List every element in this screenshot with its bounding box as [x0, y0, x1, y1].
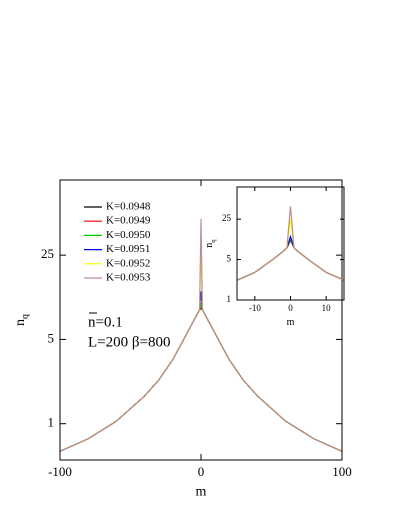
- legend-label: K=0.0948: [106, 201, 151, 213]
- y-tick-label: 1: [227, 294, 232, 304]
- series-line: [60, 218, 342, 452]
- annotation: L=200 β=800: [88, 334, 170, 350]
- plot-frame: [236, 186, 345, 301]
- annotation: n=0.1: [88, 314, 123, 330]
- y-tick-label: 5: [227, 254, 232, 264]
- y-axis-label-main: n: [13, 319, 28, 326]
- y-tick-label: 25: [41, 246, 54, 261]
- x-tick-label: 0: [288, 303, 293, 313]
- x-axis-label: m: [196, 485, 207, 500]
- series-line: [237, 238, 344, 281]
- y-axis-label: nq: [13, 314, 31, 326]
- legend-label: K=0.0950: [106, 229, 151, 241]
- x-tick-label: -10: [249, 303, 261, 313]
- legend-label: K=0.0949: [106, 215, 151, 227]
- y-axis-label-sub: q: [20, 314, 31, 319]
- y-axis-label-main: n: [204, 243, 215, 248]
- y-tick-label: 25: [222, 213, 232, 223]
- legend-label: K=0.0951: [106, 243, 150, 255]
- y-axis-label: nq: [204, 239, 216, 248]
- x-axis-label: m: [287, 317, 295, 328]
- series-line: [237, 237, 344, 281]
- x-tick-label: 100: [332, 464, 352, 479]
- series-line: [237, 206, 344, 281]
- x-tick-label: 10: [322, 303, 332, 313]
- y-tick-label: 1: [48, 415, 55, 430]
- y-tick-label: 5: [48, 330, 55, 345]
- legend-label: K=0.0952: [106, 257, 150, 269]
- series-line: [237, 219, 344, 281]
- y-axis-label-sub: q: [210, 239, 217, 243]
- series-line: [237, 238, 344, 281]
- x-tick-label: -100: [48, 464, 72, 479]
- x-tick-label: 0: [198, 464, 205, 479]
- legend-label: K=0.0953: [106, 272, 151, 284]
